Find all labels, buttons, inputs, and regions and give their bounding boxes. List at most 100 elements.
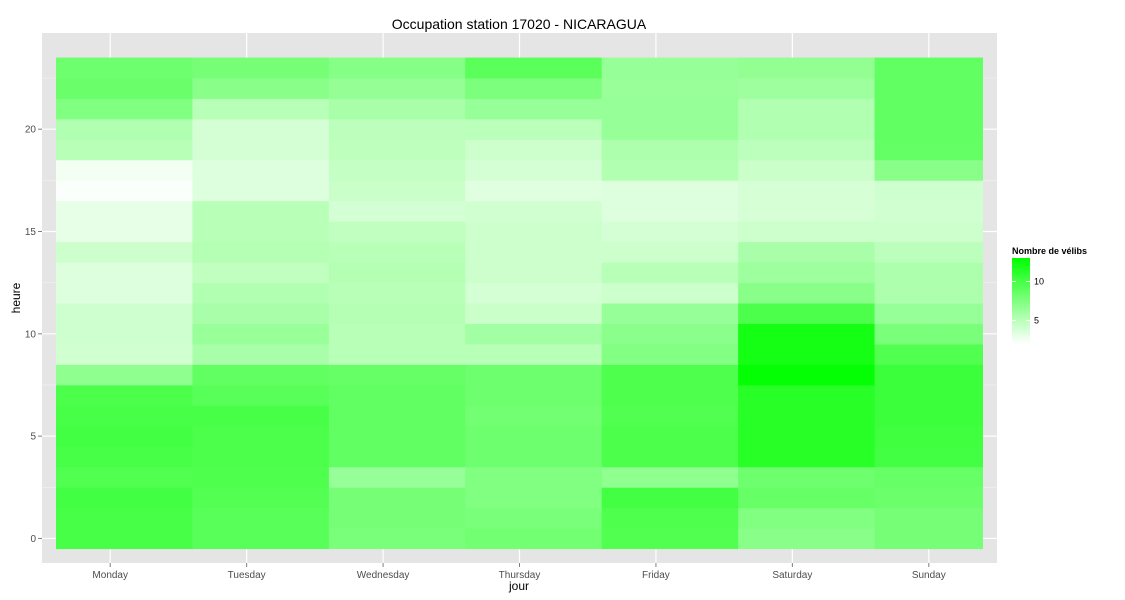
heatmap-cell xyxy=(56,364,193,386)
heatmap-cell xyxy=(465,159,603,181)
heatmap-cell xyxy=(465,323,603,345)
heatmap-cell xyxy=(192,425,330,447)
heatmap-cell xyxy=(328,221,466,243)
heatmap-cells xyxy=(56,57,983,550)
heatmap-cell xyxy=(192,180,330,202)
heatmap-cell xyxy=(56,303,193,324)
heatmap-cell xyxy=(328,98,466,120)
heatmap-cell xyxy=(465,405,603,427)
heatmap-cell xyxy=(192,221,330,243)
heatmap-cell xyxy=(738,425,875,447)
heatmap-cell xyxy=(738,323,875,345)
heatmap-cell xyxy=(738,180,875,202)
heatmap-cell xyxy=(56,344,193,365)
legend-ticks: 5 10 xyxy=(1012,276,1044,326)
heatmap-cell xyxy=(738,384,875,406)
heatmap-cell xyxy=(56,118,193,140)
heatmap-cell xyxy=(738,98,875,120)
heatmap-cell xyxy=(738,446,875,468)
heatmap-cell xyxy=(738,221,875,243)
heatmap-cell xyxy=(874,159,983,181)
heatmap-cell xyxy=(874,262,983,284)
x-tick-label: Sunday xyxy=(912,570,946,581)
heatmap-cell xyxy=(56,384,193,406)
x-tick-label: Thursday xyxy=(499,570,541,581)
heatmap-cell xyxy=(192,364,330,386)
heatmap-cell xyxy=(601,303,739,324)
heatmap-cell xyxy=(465,78,603,99)
y-axis-label: heure xyxy=(9,282,23,313)
heatmap-cell xyxy=(874,78,983,99)
heatmap-cell xyxy=(328,57,466,79)
heatmap-cell xyxy=(601,528,739,550)
heatmap-cell xyxy=(192,303,330,324)
heatmap-cell xyxy=(56,323,193,345)
heatmap-cell xyxy=(328,118,466,140)
heatmap-cell xyxy=(56,446,193,468)
heatmap-cell xyxy=(328,262,466,284)
heatmap-cell xyxy=(328,78,466,99)
heatmap-cell xyxy=(465,221,603,243)
heatmap-cell xyxy=(465,57,603,79)
heatmap-cell xyxy=(738,241,875,263)
chart-title: Occupation station 17020 - NICARAGUA xyxy=(392,16,647,32)
y-tick-label: 0 xyxy=(30,534,36,545)
heatmap-cell xyxy=(465,384,603,406)
x-tick-label: Monday xyxy=(92,570,128,581)
heatmap-cell xyxy=(56,98,193,120)
heatmap-cell xyxy=(465,528,603,550)
heatmap-cell xyxy=(874,384,983,406)
heatmap-cell xyxy=(465,118,603,140)
legend-title: Nombre de vélibs xyxy=(1012,246,1087,256)
heatmap-cell xyxy=(328,507,466,529)
heatmap-cell xyxy=(465,507,603,529)
heatmap-cell xyxy=(874,446,983,468)
heatmap-cell xyxy=(56,425,193,447)
heatmap-cell xyxy=(601,507,739,529)
heatmap-cell xyxy=(192,466,330,488)
heatmap-cell xyxy=(328,446,466,468)
heatmap-cell xyxy=(738,303,875,324)
heatmap-cell xyxy=(601,159,739,181)
heatmap-cell xyxy=(328,323,466,345)
heatmap-cell xyxy=(465,466,603,488)
heatmap-cell xyxy=(738,282,875,304)
heatmap-cell xyxy=(874,180,983,202)
heatmap-cell xyxy=(192,282,330,304)
heatmap-cell xyxy=(328,466,466,488)
heatmap-cell xyxy=(56,282,193,304)
heatmap-cell xyxy=(56,139,193,161)
heatmap-cell xyxy=(738,487,875,509)
heatmap-cell xyxy=(192,405,330,427)
heatmap-cell xyxy=(328,139,466,161)
heatmap-cell xyxy=(601,446,739,468)
heatmap-cell xyxy=(601,487,739,509)
heatmap-cell xyxy=(56,487,193,509)
heatmap-cell xyxy=(192,384,330,406)
heatmap-cell xyxy=(465,139,603,161)
heatmap-cell xyxy=(465,262,603,284)
y-axis-ticks: 0 5 10 15 20 xyxy=(25,125,42,545)
heatmap-cell xyxy=(56,159,193,181)
x-tick-label: Saturday xyxy=(772,570,812,581)
y-tick-label: 5 xyxy=(30,432,36,443)
heatmap-cell xyxy=(738,159,875,181)
heatmap-cell xyxy=(328,425,466,447)
heatmap-cell xyxy=(601,98,739,120)
heatmap-cell xyxy=(192,344,330,365)
heatmap-cell xyxy=(874,282,983,304)
heatmap-cell xyxy=(601,78,739,99)
heatmap-cell xyxy=(465,446,603,468)
heatmap-cell xyxy=(874,507,983,529)
heatmap-cell xyxy=(328,405,466,427)
heatmap-cell xyxy=(601,139,739,161)
heatmap-cell xyxy=(465,425,603,447)
heatmap-cell xyxy=(874,528,983,550)
heatmap-cell xyxy=(192,528,330,550)
heatmap-cell xyxy=(738,200,875,222)
heatmap-cell xyxy=(874,200,983,222)
heatmap-cell xyxy=(56,180,193,202)
heatmap-cell xyxy=(874,405,983,427)
y-tick-label: 20 xyxy=(25,125,37,136)
